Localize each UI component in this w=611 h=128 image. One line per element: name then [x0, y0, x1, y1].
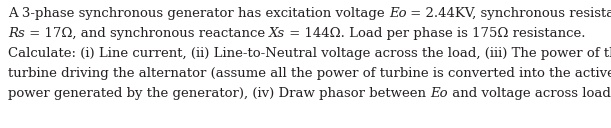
Text: Calculate: (i) Line current, (ii) Line-to-Neutral voltage across the load, (iii): Calculate: (i) Line current, (ii) Line-t…: [8, 47, 611, 60]
Text: turbine driving the alternator (assume all the power of turbine is converted int: turbine driving the alternator (assume a…: [8, 67, 611, 80]
Text: Eo: Eo: [389, 7, 406, 20]
Text: and voltage across load.: and voltage across load.: [448, 87, 611, 100]
Text: Xs: Xs: [269, 27, 285, 40]
Text: Rs: Rs: [8, 27, 25, 40]
Text: A 3-phase synchronous generator has excitation voltage: A 3-phase synchronous generator has exci…: [8, 7, 389, 20]
Text: = 17Ω, and synchronous reactance: = 17Ω, and synchronous reactance: [25, 27, 269, 40]
Text: Eo: Eo: [430, 87, 448, 100]
Text: = 144Ω. Load per phase is 175Ω resistance.: = 144Ω. Load per phase is 175Ω resistanc…: [285, 27, 586, 40]
Text: power generated by the generator), (iv) Draw phasor between: power generated by the generator), (iv) …: [8, 87, 430, 100]
Text: = 2.44KV, synchronous resistance: = 2.44KV, synchronous resistance: [406, 7, 611, 20]
